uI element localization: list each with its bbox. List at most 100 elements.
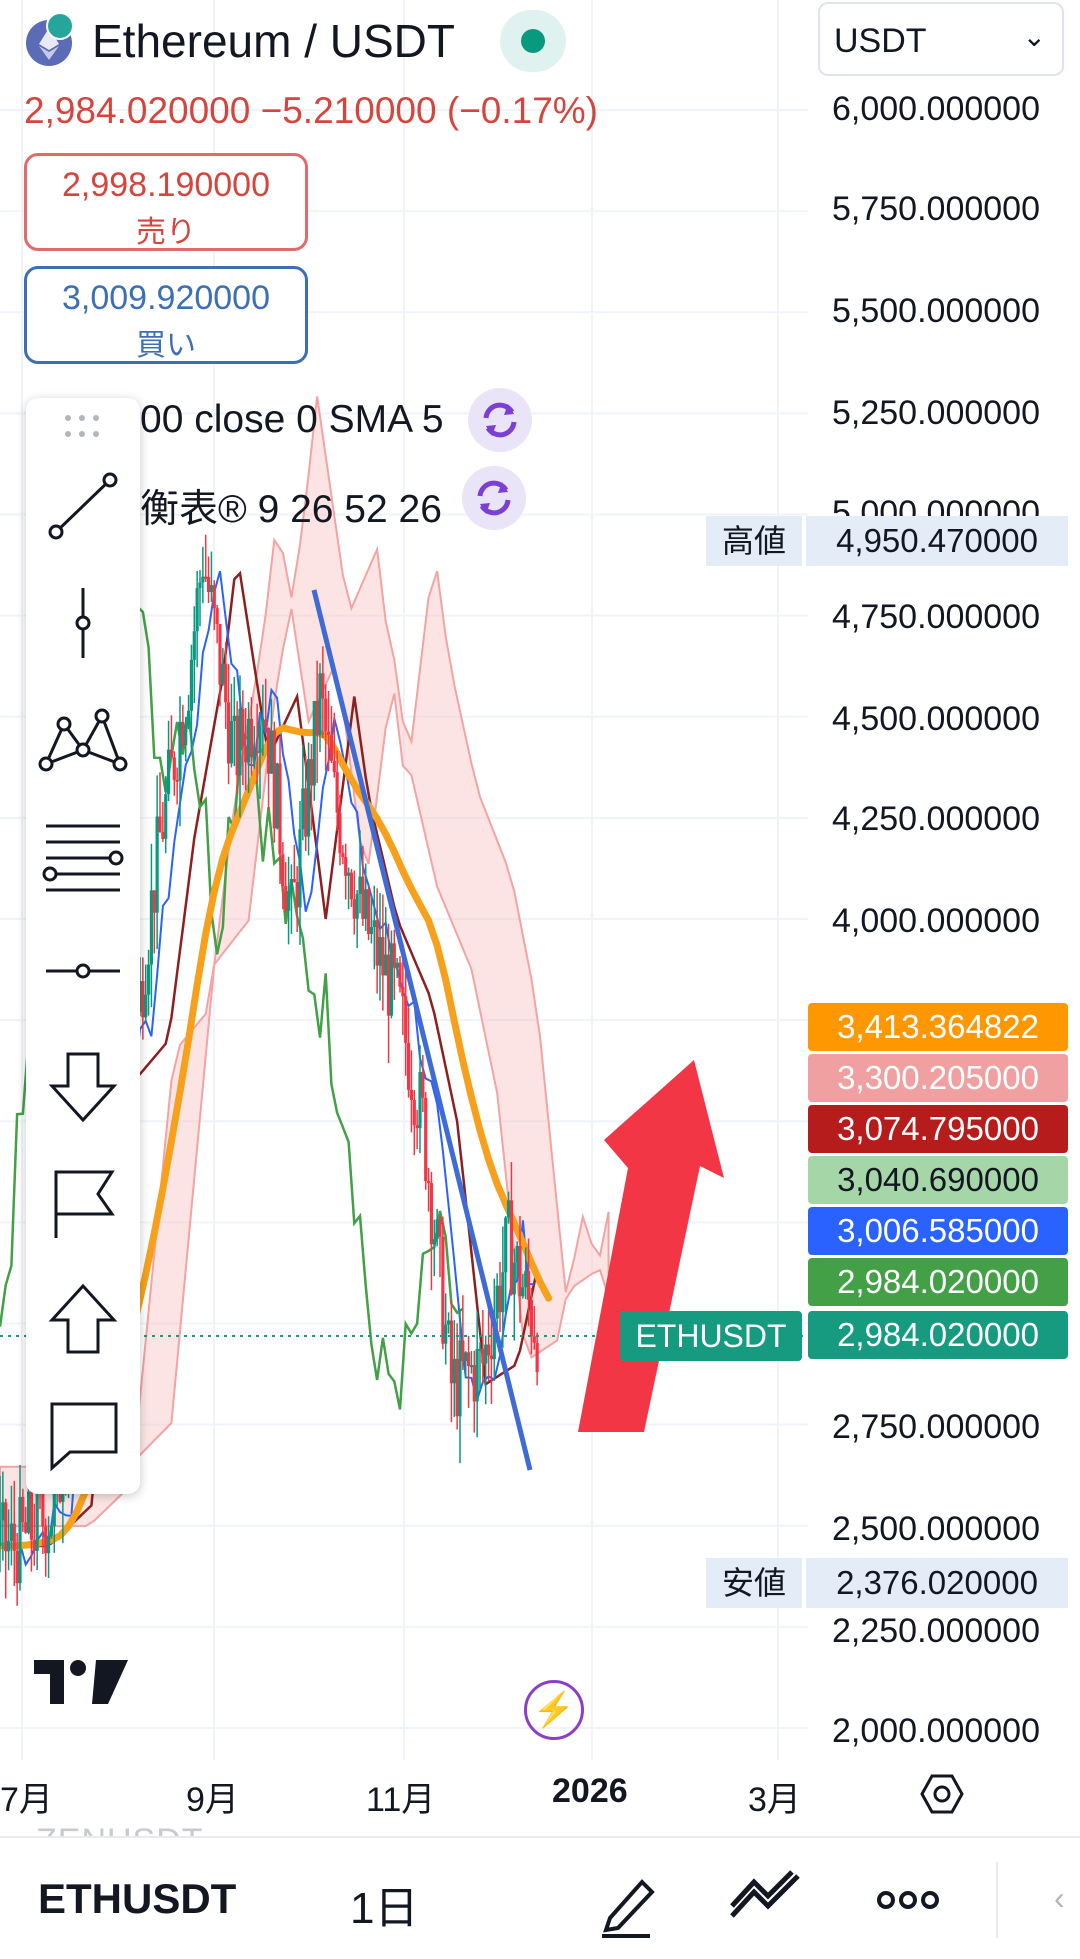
candle-body bbox=[521, 1287, 525, 1297]
candle-body bbox=[41, 1492, 45, 1527]
chart-settings-icon[interactable] bbox=[916, 1768, 968, 1825]
candle-body bbox=[395, 962, 399, 968]
x-tick-label: 3月 bbox=[748, 1781, 801, 1819]
flag-icon[interactable] bbox=[26, 1158, 140, 1248]
candle-body bbox=[266, 727, 271, 774]
tradingview-logo bbox=[34, 1658, 128, 1711]
buy-button[interactable]: 3,009.920000 買い bbox=[24, 266, 308, 364]
candle-body bbox=[526, 1271, 531, 1300]
candle-body bbox=[401, 986, 405, 997]
chevron-left-icon[interactable]: ‹ bbox=[1054, 1880, 1065, 1916]
x-tick-label-year: 2026 bbox=[552, 1772, 628, 1810]
candle-body bbox=[181, 721, 185, 746]
pair-title[interactable]: Ethereum / USDT bbox=[92, 15, 455, 67]
draw-tools-icon[interactable] bbox=[728, 1868, 804, 1933]
candle-body bbox=[289, 879, 294, 892]
candle-body bbox=[469, 1365, 474, 1368]
candle-body bbox=[221, 663, 225, 685]
candle-body bbox=[404, 996, 408, 1043]
candle-body bbox=[15, 1550, 19, 1584]
candle-body bbox=[218, 624, 222, 685]
sell-button[interactable]: 2,998.190000 売り bbox=[24, 153, 308, 251]
candle-body bbox=[1, 1502, 5, 1521]
red-up-arrow bbox=[578, 1060, 724, 1432]
candle-body bbox=[372, 920, 376, 928]
arrow-down-icon[interactable] bbox=[26, 1042, 140, 1132]
interval-button[interactable]: 1日 bbox=[350, 1884, 419, 1933]
candle-body bbox=[484, 1344, 488, 1364]
candle-body bbox=[306, 759, 311, 837]
candle-body bbox=[24, 1522, 28, 1533]
lightning-button[interactable]: ⚡ bbox=[524, 1680, 584, 1740]
candle-body bbox=[366, 889, 371, 935]
currency-select[interactable]: USDT ⌄ bbox=[818, 2, 1064, 76]
fib-lines-icon[interactable] bbox=[26, 810, 140, 900]
sell-price: 2,998.190000 bbox=[62, 166, 270, 204]
comment-icon[interactable] bbox=[26, 1390, 140, 1480]
candle-body bbox=[438, 1219, 442, 1237]
candle-body bbox=[524, 1271, 528, 1288]
candle-body bbox=[284, 886, 288, 911]
candle-body bbox=[375, 920, 379, 966]
candle-body bbox=[498, 1285, 502, 1313]
candle-body bbox=[504, 1217, 508, 1273]
trend-line-icon[interactable] bbox=[26, 462, 140, 552]
candle-body bbox=[141, 981, 145, 1018]
x-tick-label: 7月 bbox=[0, 1781, 53, 1819]
candle-body bbox=[281, 854, 285, 887]
candle-body bbox=[249, 718, 254, 758]
candle-body bbox=[292, 879, 296, 882]
pattern-icon[interactable] bbox=[26, 694, 140, 784]
bottom-divider bbox=[996, 1862, 998, 1938]
candle-body bbox=[506, 1200, 511, 1218]
symbol-button[interactable]: ETHUSDT bbox=[38, 1875, 237, 1922]
more-icon[interactable] bbox=[876, 1886, 940, 1919]
candle-body bbox=[318, 673, 322, 736]
candle-body bbox=[386, 954, 391, 1016]
downtrend-line bbox=[311, 589, 533, 1471]
candle-body bbox=[518, 1246, 522, 1297]
candle-body bbox=[264, 719, 268, 728]
candle-body bbox=[455, 1358, 459, 1417]
candle-body bbox=[192, 631, 196, 660]
x-tick-label: 9月 bbox=[186, 1781, 239, 1819]
market-status-indicator[interactable] bbox=[500, 10, 566, 72]
candle-body bbox=[144, 994, 148, 1018]
candle-body bbox=[489, 1355, 494, 1360]
candle-body bbox=[258, 725, 262, 753]
candle-body bbox=[164, 794, 168, 839]
candle-body bbox=[232, 715, 236, 721]
indicator-sma-label[interactable]: 00 close 0 SMA 5 bbox=[140, 398, 444, 441]
horizontal-ray-icon[interactable] bbox=[26, 926, 140, 1016]
drag-handle-icon[interactable] bbox=[62, 412, 102, 442]
candle-body bbox=[238, 708, 242, 776]
sell-label: 売り bbox=[136, 216, 196, 249]
y-tick-label: 4,750.000000 bbox=[832, 598, 1040, 636]
candle-body bbox=[241, 708, 245, 747]
y-tick-label: 5,250.000000 bbox=[832, 394, 1040, 432]
candle-body bbox=[441, 1236, 445, 1344]
vertical-line-icon[interactable] bbox=[26, 578, 140, 668]
candle-body bbox=[204, 576, 208, 579]
high-label: 高値 bbox=[706, 516, 802, 566]
candle-body bbox=[315, 700, 319, 736]
candle-body bbox=[212, 585, 216, 609]
indicator-sma-refresh-button[interactable] bbox=[468, 388, 532, 452]
low-label: 安値 bbox=[706, 1558, 802, 1608]
indicator-ichimoku-label[interactable]: 衡表® 9 26 52 26 bbox=[140, 488, 442, 531]
candle-body bbox=[326, 731, 331, 735]
indicator-ichimoku-refresh-button[interactable] bbox=[462, 466, 526, 530]
candle-body bbox=[209, 585, 214, 593]
candle-body bbox=[169, 749, 174, 758]
candle-body bbox=[195, 588, 199, 632]
candle-body bbox=[158, 816, 162, 832]
pencil-icon[interactable] bbox=[596, 1868, 656, 1943]
candle-body bbox=[452, 1358, 456, 1384]
candle-body bbox=[486, 1344, 491, 1356]
arrow-up-icon[interactable] bbox=[26, 1274, 140, 1364]
candle-body bbox=[261, 719, 265, 726]
lightning-icon: ⚡ bbox=[532, 1691, 576, 1729]
candle-body bbox=[252, 751, 256, 758]
candle-body bbox=[146, 964, 151, 995]
